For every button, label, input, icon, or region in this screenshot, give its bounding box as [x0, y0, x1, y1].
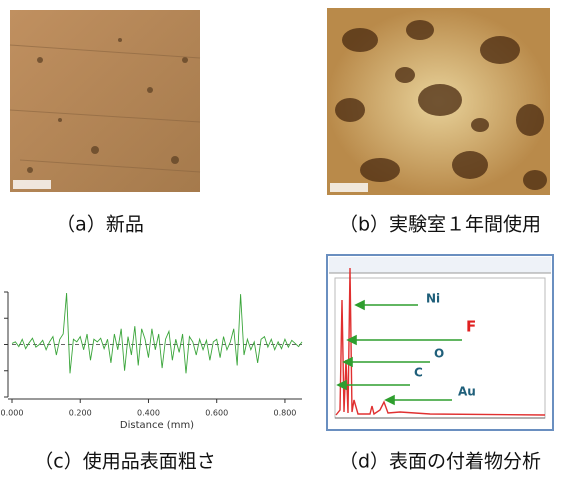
element-label: O — [434, 347, 444, 361]
caption: （c）使用品表面粗さ — [34, 451, 215, 473]
x-tick-label: 0.400 — [137, 409, 160, 418]
micrograph-used — [327, 8, 550, 195]
element-label: Ni — [426, 292, 440, 306]
x-tick-label: 0.200 — [69, 409, 92, 418]
x-tick-label: 0.800 — [273, 409, 296, 418]
x-tick-label: 0.600 — [205, 409, 228, 418]
roughness-chart: 0.000 0.200 0.400 0.600 0.800 Distance (mm) — [1, 292, 302, 431]
element-label: F — [466, 318, 476, 336]
caption: （a）新品 — [56, 214, 144, 236]
x-axis-label: Distance (mm) — [120, 420, 194, 431]
caption: （b）実験室１年間使用 — [339, 214, 541, 236]
profile-line — [12, 293, 302, 373]
element-label: C — [414, 366, 423, 380]
eds-screenshot — [327, 255, 553, 430]
figure: Ni F O C Au （a）新品 （b）実験室１年間使用 （c）使用品表面粗さ… — [0, 0, 564, 480]
x-tick-label: 0.000 — [1, 409, 24, 418]
element-label: Au — [458, 385, 476, 399]
caption: （d）表面の付着物分析 — [339, 451, 541, 473]
micrograph-new — [10, 10, 200, 192]
